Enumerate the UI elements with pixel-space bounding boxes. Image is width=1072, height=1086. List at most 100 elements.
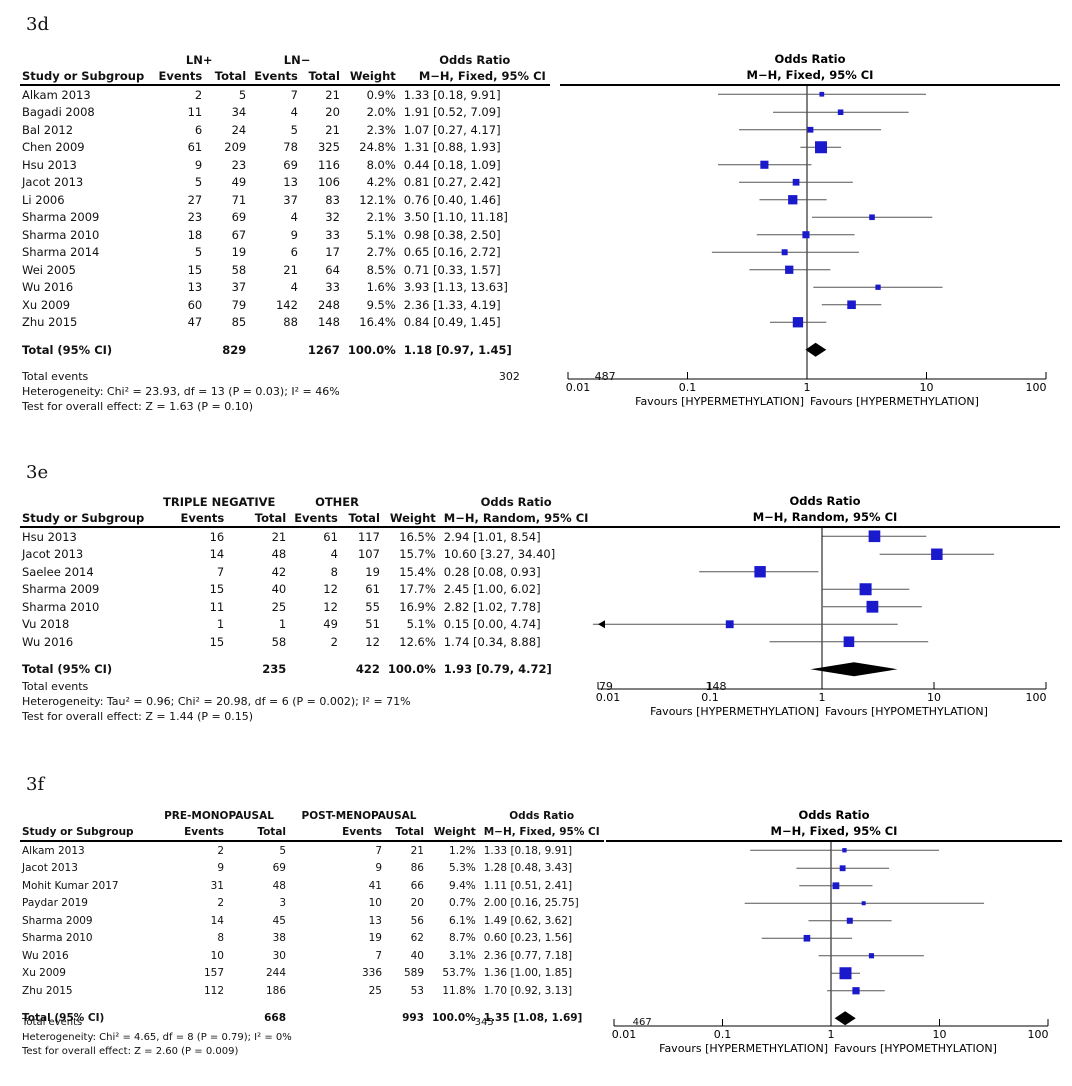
x-tick-label: 100 [1026, 691, 1047, 704]
study-name: Li 2006 [22, 192, 65, 207]
plot-title: Odds Ratio [789, 494, 860, 508]
study-name: Saelee 2014 [22, 564, 94, 579]
point-estimate-marker [815, 141, 828, 154]
total-label: Total (95% CI) [22, 342, 113, 357]
study-header: Study or Subgroup [20, 824, 148, 842]
forest-footer: Total events 345 467 Heterogeneity: Chi² = … [22, 1016, 652, 1059]
total-2: 993 [402, 1012, 424, 1025]
forest-table: LN+ LN− Odds Ratio Study or Subgroup Events T… [20, 52, 550, 359]
study-name: Jacot 2013 [22, 175, 84, 190]
weight: 8.7% [449, 932, 476, 945]
odds-ratio-ci: 2.94 [1.01, 8.54] [443, 529, 541, 544]
overall-effect-text: Test for overall effect: Z = 1.44 (P = 0… [22, 710, 253, 723]
cell [206, 331, 250, 341]
point-estimate-marker [760, 160, 769, 169]
overall-effect-text: Test for overall effect: Z = 1.63 (P = 0… [22, 400, 253, 413]
point-estimate-marker [861, 901, 866, 906]
total-2: 17 [325, 245, 340, 260]
weight: 12.1% [359, 192, 396, 207]
events-1: 5 [194, 245, 203, 260]
total-2: 589 [403, 967, 424, 980]
table-row: Bal 2012 6 24 5 21 2.3% 1.07 [0.27, 4.17] [20, 121, 550, 139]
events-1: 15 [209, 634, 225, 649]
total-events-2: 148 [705, 680, 727, 693]
study-name: Sharma 2010 [22, 932, 93, 945]
weight: 1.6% [366, 280, 396, 295]
events-1: 2 [217, 844, 224, 857]
events-1: 47 [187, 315, 203, 330]
point-estimate-marker [846, 917, 853, 924]
total-1: 186 [265, 984, 286, 997]
cell [290, 661, 342, 679]
x-tick-label: 0.01 [612, 1028, 637, 1041]
events-1: 7 [216, 564, 225, 579]
table-row: Xu 2009 157 244 336 589 53.7% 1.36 [1.00, 1.85… [20, 965, 604, 983]
odds-ratio-ci: 3.93 [1.13, 13.63] [403, 280, 508, 295]
forest-plot: Odds Ratio M−H, Random, 95% CI 0.01 0.1 1 10 1… [590, 494, 1060, 718]
total-1: 40 [271, 582, 287, 597]
point-estimate-marker [754, 566, 766, 578]
pooled-estimate-diamond [810, 662, 898, 677]
total-2: 325 [317, 140, 340, 155]
events-2: 6 [290, 245, 298, 260]
table-row: Wei 2005 15 58 21 64 8.5% 0.71 [0.33, 1.57] [20, 261, 550, 279]
cell [148, 661, 228, 679]
study-name: Hsu 2013 [22, 529, 77, 544]
point-estimate-marker [839, 967, 852, 980]
total-1: 58 [271, 634, 287, 649]
x-tick-label: 10 [927, 691, 941, 704]
cell [290, 1010, 386, 1028]
study-name: Wei 2005 [22, 262, 76, 277]
total-2: 107 [357, 547, 380, 562]
total-1: 71 [231, 192, 247, 207]
total-1: 244 [265, 967, 286, 980]
odds-ratio-ci: 2.36 [1.33, 4.19] [403, 297, 501, 312]
weight: 15.4% [399, 564, 436, 579]
events-1: 9 [194, 157, 203, 172]
total-1: 42 [271, 564, 287, 579]
events-header: Events [148, 510, 229, 528]
study-name: Alkam 2013 [22, 844, 85, 857]
table-row: Paydar 2019 2 3 10 20 0.7% 2.00 [0.16, 25.75] [20, 895, 604, 913]
events-2: 49 [323, 617, 338, 632]
plot-subtitle: M−H, Random, 95% CI [753, 510, 898, 524]
total-events-1: 79 [598, 680, 613, 693]
total-2: 40 [410, 949, 424, 962]
plot-subtitle: M−H, Fixed, 95% CI [747, 68, 874, 82]
events-1: 11 [209, 599, 225, 614]
total-1: 668 [264, 1012, 286, 1025]
point-estimate-marker [781, 249, 788, 256]
events-1: 112 [203, 984, 224, 997]
forest-panel-3e: 3e TRIPLE NEGATIVE OTHER Odds Ratio Study o… [0, 458, 1072, 758]
study-name: Sharma 2009 [22, 210, 100, 225]
total-2: 32 [325, 210, 340, 225]
table-row: Zhu 2015 112 186 25 53 11.8% 1.70 [0.92, 3.13] [20, 982, 604, 1000]
cell [428, 1000, 480, 1010]
favours-right-label: Favours [HYPOMETHYLATION] [825, 705, 988, 718]
cell [384, 651, 440, 661]
or-header: Odds Ratio [439, 53, 511, 67]
cell [290, 1000, 386, 1010]
events-1: 31 [210, 879, 224, 892]
total-1: 69 [272, 862, 286, 875]
events-header: Events [290, 824, 386, 842]
events-2: 10 [368, 897, 382, 910]
study-name: Bal 2012 [22, 122, 74, 137]
cell [148, 331, 206, 341]
cell [148, 1000, 228, 1010]
total-2: 53 [410, 984, 424, 997]
forest-table: TRIPLE NEGATIVE OTHER Odds Ratio Study or S… [20, 494, 593, 679]
forest-plot: Odds Ratio M−H, Fixed, 95% CI 0.01 0.1 1 10 10… [606, 808, 1062, 1055]
total-1: 85 [231, 315, 247, 330]
events-2: 7 [290, 87, 298, 102]
events-2: 13 [283, 175, 298, 190]
overall-effect-text: Test for overall effect: Z = 2.60 (P = 0… [22, 1046, 239, 1057]
odds-ratio-ci: 3.50 [1.10, 11.18] [403, 210, 508, 225]
point-estimate-marker [875, 284, 881, 290]
odds-ratio-ci: 0.44 [0.18, 1.09] [403, 157, 501, 172]
events-1: 9 [217, 862, 224, 875]
events-2: 88 [283, 315, 298, 330]
weight-header: Weight [428, 824, 480, 842]
study-name: Bagadi 2008 [22, 105, 95, 120]
total-header: Total [301, 68, 344, 86]
